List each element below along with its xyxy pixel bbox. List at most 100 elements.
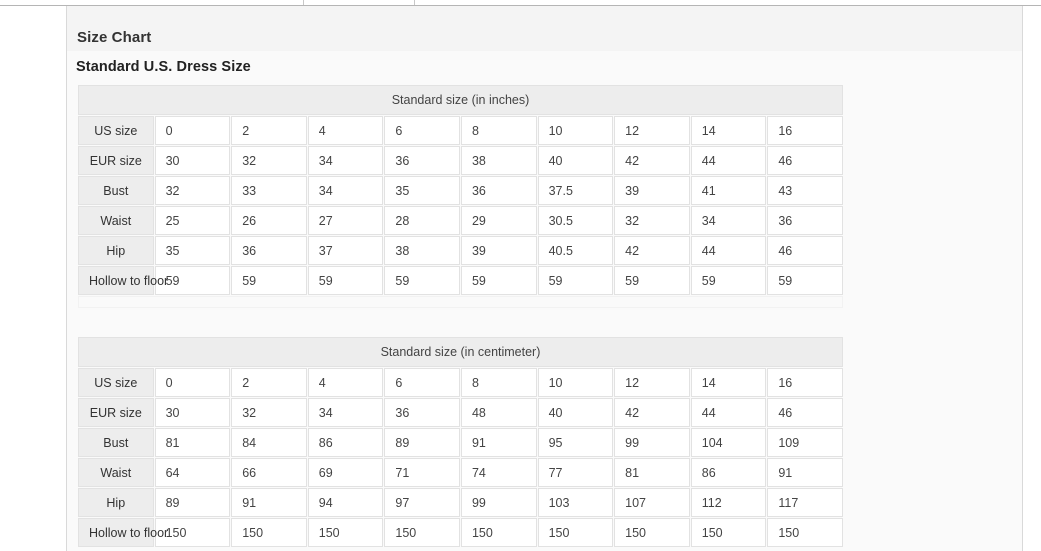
table-cell: 36 <box>231 236 307 265</box>
browser-tab-strip <box>0 0 1041 6</box>
table-cell: 48 <box>460 398 537 427</box>
table-cell: 36 <box>767 206 843 235</box>
table-row: Hollow to floor 59 59 59 59 59 59 59 59 59 <box>78 266 843 295</box>
table-caption: Standard size (in centimeter) <box>78 337 843 367</box>
table-cell: 46 <box>767 146 843 175</box>
table-cell: 26 <box>231 206 307 235</box>
table-cell: 95 <box>537 428 614 457</box>
table-cell: 97 <box>384 488 460 517</box>
table-cell: 32 <box>231 398 307 427</box>
table-row: Hollow to floor 150 150 150 150 150 150 150 150 1… <box>78 518 843 547</box>
size-table-inches: Standard size (in inches) US size 0 2 4 6 8 10 1… <box>77 84 844 309</box>
table-cell: 91 <box>767 458 843 487</box>
table-cell: 46 <box>767 236 843 265</box>
table-cell: 41 <box>690 176 767 205</box>
size-table-centimeter-body: Standard size (in centimeter) US size 0 2 4 6… <box>78 337 843 547</box>
table-cell: 59 <box>154 266 231 295</box>
table-cell: 39 <box>614 176 690 205</box>
section-title: Standard U.S. Dress Size <box>76 59 251 75</box>
table-cell: 35 <box>384 176 460 205</box>
row-label: US size <box>78 116 154 145</box>
page-panel: Size Chart Standard U.S. Dress Size Stan… <box>66 6 1023 551</box>
row-label: Waist <box>78 458 154 487</box>
table-cell: 40 <box>537 398 614 427</box>
table-cell: 99 <box>460 488 537 517</box>
table-cell: 81 <box>614 458 690 487</box>
table-cell: 59 <box>614 266 690 295</box>
table-cell: 81 <box>154 428 231 457</box>
table-row: Hip 89 91 94 97 99 103 107 112 117 <box>78 488 843 517</box>
table-row: Bust 32 33 34 35 36 37.5 39 41 43 <box>78 176 843 205</box>
table-cell: 16 <box>767 116 843 145</box>
table-cell: 44 <box>690 398 767 427</box>
table-cell: 35 <box>154 236 231 265</box>
table-cell: 6 <box>384 116 460 145</box>
table-cell: 38 <box>460 146 537 175</box>
table-cell: 33 <box>231 176 307 205</box>
table-cell: 71 <box>384 458 460 487</box>
table-cell: 59 <box>460 266 537 295</box>
table-row: Hip 35 36 37 38 39 40.5 42 44 46 <box>78 236 843 265</box>
table-row: Waist 25 26 27 28 29 30.5 32 34 36 <box>78 206 843 235</box>
table-row: Bust 81 84 86 89 91 95 99 104 109 <box>78 428 843 457</box>
table-row: EUR size 30 32 34 36 38 40 42 44 46 <box>78 146 843 175</box>
table-cell: 94 <box>307 488 384 517</box>
table-cell: 29 <box>460 206 537 235</box>
table-cell: 46 <box>767 398 843 427</box>
table-cell: 27 <box>307 206 384 235</box>
table-cell: 39 <box>460 236 537 265</box>
table-cell: 150 <box>460 518 537 547</box>
browser-tab-left[interactable] <box>303 0 415 6</box>
table-cell: 12 <box>614 116 690 145</box>
table-cell: 34 <box>307 146 384 175</box>
row-label: Bust <box>78 176 154 205</box>
table-cell: 32 <box>154 176 231 205</box>
table-cell: 59 <box>690 266 767 295</box>
table-cell: 69 <box>307 458 384 487</box>
row-label: Bust <box>78 428 154 457</box>
table-cell: 117 <box>767 488 843 517</box>
table-cell: 0 <box>154 116 231 145</box>
table-cell: 107 <box>614 488 690 517</box>
table-caption: Standard size (in inches) <box>78 85 843 115</box>
table-cell: 150 <box>614 518 690 547</box>
table-cell: 150 <box>384 518 460 547</box>
page-title: Size Chart <box>77 29 152 46</box>
table-cell: 8 <box>460 116 537 145</box>
table-cell: 14 <box>690 368 767 397</box>
table-cell: 59 <box>231 266 307 295</box>
table-cell: 74 <box>460 458 537 487</box>
table-cell: 10 <box>537 116 614 145</box>
table-cell: 36 <box>384 398 460 427</box>
table-cell: 44 <box>690 236 767 265</box>
table-cell: 32 <box>231 146 307 175</box>
table-cell: 0 <box>154 368 231 397</box>
row-label: EUR size <box>78 146 154 175</box>
table-cell: 34 <box>307 176 384 205</box>
table-cell: 84 <box>231 428 307 457</box>
table-cell: 91 <box>460 428 537 457</box>
table-cell: 77 <box>537 458 614 487</box>
table-cell: 25 <box>154 206 231 235</box>
table-cell: 8 <box>460 368 537 397</box>
table-caption-row: Standard size (in centimeter) <box>78 337 843 367</box>
table-cell: 28 <box>384 206 460 235</box>
table-cell: 64 <box>154 458 231 487</box>
table-cell: 12 <box>614 368 690 397</box>
table-cell: 109 <box>767 428 843 457</box>
row-label: Hip <box>78 236 154 265</box>
table-cell: 44 <box>690 146 767 175</box>
table-cell: 150 <box>307 518 384 547</box>
table-cell: 42 <box>614 146 690 175</box>
table-cell: 32 <box>614 206 690 235</box>
table-cell: 40.5 <box>537 236 614 265</box>
table-cell: 150 <box>767 518 843 547</box>
table-cell: 30.5 <box>537 206 614 235</box>
table-row: US size 0 2 4 6 8 10 12 14 16 <box>78 116 843 145</box>
table-cell: 89 <box>384 428 460 457</box>
table-cell: 2 <box>231 116 307 145</box>
table-cell: 4 <box>307 116 384 145</box>
table-cell: 112 <box>690 488 767 517</box>
table-cell: 36 <box>460 176 537 205</box>
table-cell: 86 <box>307 428 384 457</box>
